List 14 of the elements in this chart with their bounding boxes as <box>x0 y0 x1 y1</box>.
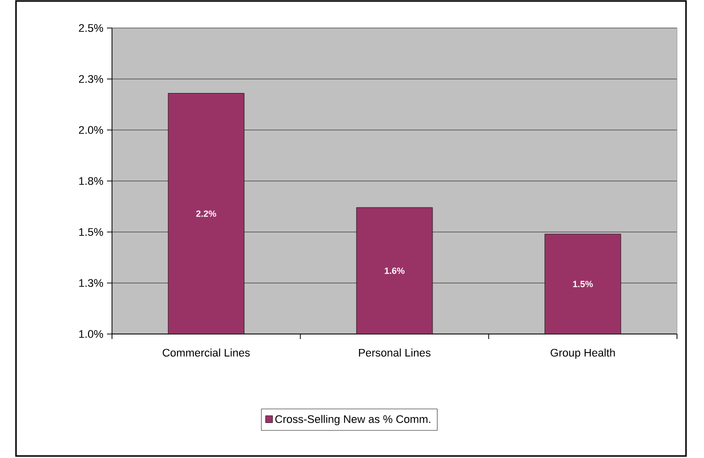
y-tick-label: 1.5% <box>79 228 104 236</box>
x-tick-label: Personal Lines <box>359 348 430 357</box>
y-tick-label: 2.5% <box>78 24 104 32</box>
x-tick-label: Group Health <box>550 348 615 359</box>
data-label: 2.2% <box>196 210 216 217</box>
y-tick-label: 1.8% <box>79 177 104 185</box>
y-tick-label: 2.3% <box>78 75 104 83</box>
y-tick-label: 1.3% <box>79 279 104 287</box>
x-tick-label: Commercial Lines <box>162 348 250 357</box>
y-tick-label: 2.0% <box>78 126 104 134</box>
data-label: 1.5% <box>573 280 593 288</box>
data-label: 1.6% <box>384 268 405 274</box>
legend-label: Cross-Selling New as % Comm. <box>275 414 430 426</box>
y-tick-label: 1.0% <box>79 330 104 338</box>
